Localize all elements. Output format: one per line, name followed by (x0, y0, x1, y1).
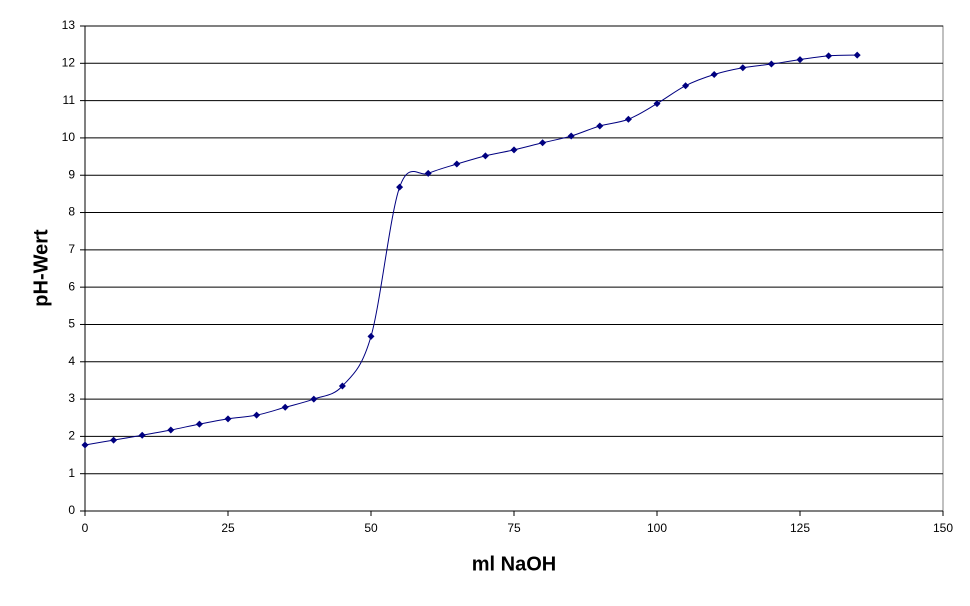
y-tick-label: 12 (62, 55, 76, 69)
marker (110, 436, 118, 444)
y-tick-label: 2 (68, 429, 75, 443)
marker (224, 415, 232, 423)
marker (853, 51, 861, 59)
marker (138, 431, 146, 439)
y-tick-label: 0 (68, 503, 75, 517)
x-tick-label: 75 (507, 521, 521, 535)
marker (739, 64, 747, 72)
x-axis-label: ml NaOH (472, 553, 556, 575)
line (84, 54, 858, 446)
marker (796, 56, 804, 64)
marker (167, 426, 175, 434)
marker (424, 169, 432, 177)
marker (596, 122, 604, 130)
y-tick-label: 6 (68, 279, 75, 293)
y-tick-label: 5 (68, 317, 75, 331)
marker (510, 146, 518, 154)
x-tick-label: 125 (790, 521, 810, 535)
y-tick-label: 10 (62, 130, 76, 144)
plot-area (84, 25, 944, 512)
marker (367, 332, 375, 340)
y-axis-label: pH-Wert (30, 229, 52, 307)
marker (710, 71, 718, 78)
marker (396, 183, 404, 191)
y-tick-label: 7 (68, 242, 75, 256)
y-tick-label: 4 (68, 354, 75, 368)
marker (81, 441, 89, 449)
marker (567, 132, 575, 140)
marker (310, 395, 318, 403)
marker (539, 139, 547, 147)
marker (682, 82, 690, 90)
x-tick-label: 150 (933, 521, 953, 535)
x-tick-label: 50 (364, 521, 378, 535)
x-tick-label: 25 (221, 521, 235, 535)
marker (195, 420, 203, 428)
y-tick-label: 8 (68, 205, 75, 219)
y-tick-label: 13 (62, 18, 76, 32)
marker (281, 403, 289, 411)
y-tick-label: 11 (63, 93, 76, 107)
marker (453, 160, 461, 168)
marker (653, 100, 661, 108)
marker (825, 52, 833, 60)
y-tick-label: 3 (68, 391, 75, 405)
marker (253, 411, 261, 419)
marker (624, 115, 632, 123)
marker (767, 60, 775, 68)
marker (481, 152, 489, 160)
x-tick-label: 0 (82, 521, 89, 535)
marker (338, 382, 346, 390)
y-tick-label: 9 (68, 167, 75, 181)
x-tick-label: 100 (647, 521, 667, 535)
y-tick-label: 1 (68, 466, 75, 480)
